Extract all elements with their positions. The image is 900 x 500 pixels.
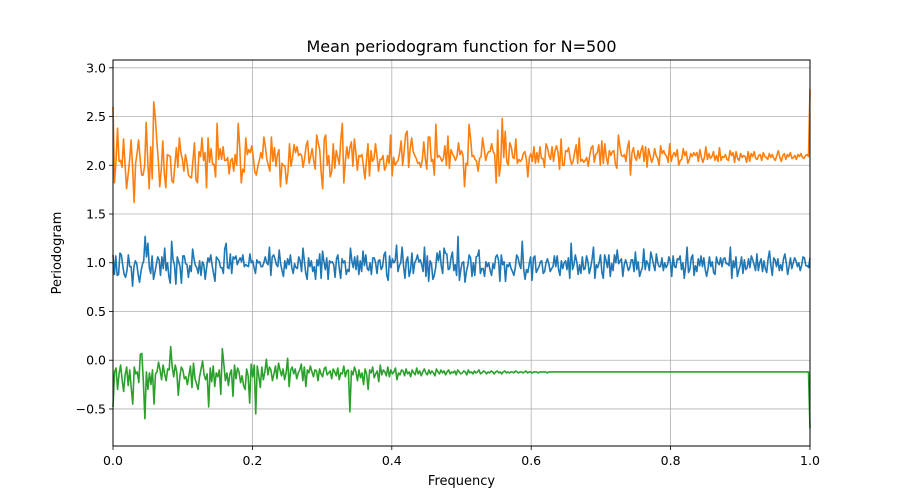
y-tick-label: 1.0	[86, 255, 106, 270]
series-line-2	[112, 89, 811, 204]
y-tick-label: 1.5	[86, 207, 106, 222]
y-tick-label: 2.5	[86, 109, 106, 124]
x-tick-label: 0.6	[521, 453, 541, 468]
x-axis-ticks: 0.0 0.2 0.4 0.6 0.8 1.0	[103, 446, 820, 468]
y-axis-label: Periodogram	[50, 212, 65, 295]
y-tick-label: 3.0	[86, 60, 106, 75]
y-tick-label: 2.0	[86, 158, 106, 173]
plot-frame	[112, 59, 811, 447]
series-line-3	[112, 345, 811, 429]
series-lines	[112, 89, 811, 429]
y-tick-label: 0.0	[86, 353, 106, 368]
series-line-1	[112, 235, 811, 287]
y-tick-label: −0.5	[76, 401, 106, 416]
x-tick-label: 0.2	[242, 453, 262, 468]
x-tick-label: 0.4	[382, 453, 402, 468]
chart-title: Mean periodogram function for N=500	[306, 37, 616, 56]
x-tick-label: 1.0	[800, 453, 820, 468]
x-axis-label: Frequency	[428, 474, 495, 489]
y-axis-ticks: −0.5 0.0 0.5 1.0 1.5 2.0 2.5 3.0	[76, 60, 113, 416]
x-tick-label: 0.8	[661, 453, 681, 468]
y-tick-label: 0.5	[86, 304, 106, 319]
x-tick-label: 0.0	[103, 453, 123, 468]
